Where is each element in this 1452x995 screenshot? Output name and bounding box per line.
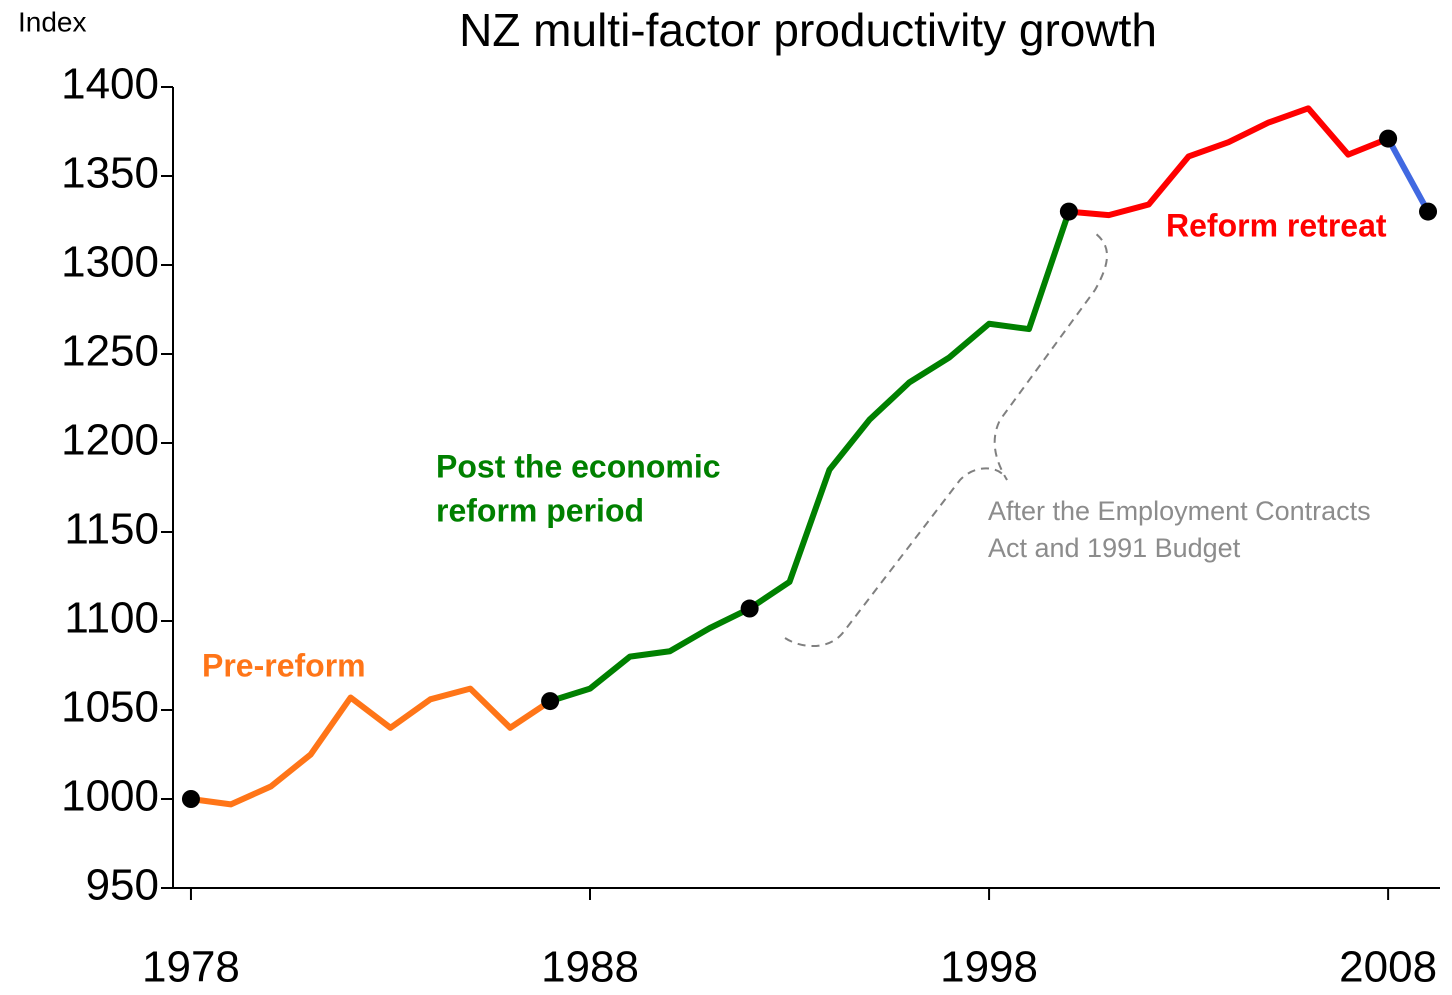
y-tick-label: 1300 [61, 238, 159, 287]
x-tick-label: 1998 [940, 943, 1038, 992]
y-tick-label: 1100 [64, 594, 159, 643]
annotation: Reform retreat [1166, 207, 1387, 243]
x-tick-label: 1978 [142, 943, 240, 992]
annotation-bracket [784, 232, 1108, 648]
annotation: reform period [436, 492, 644, 528]
line-series [549, 210, 1072, 704]
line-series [1385, 137, 1431, 214]
annotation: Post the economic [436, 448, 721, 484]
point-marker [740, 599, 759, 618]
y-tick-label: 1350 [61, 149, 159, 198]
y-tick-label: 1050 [61, 683, 159, 732]
point-marker [1059, 202, 1078, 221]
annotation: After the Employment Contracts [988, 496, 1371, 526]
y-tick-label: 1200 [61, 416, 159, 465]
y-tick-label: 1150 [64, 505, 159, 554]
y-tick-label: 1250 [61, 327, 159, 376]
x-tick-label: 1988 [541, 943, 639, 992]
x-tick-label: 2008 [1339, 943, 1437, 992]
annotation: Pre-reform [202, 647, 366, 683]
y-tick-label: 1000 [61, 772, 159, 821]
y-tick-label: 1400 [61, 60, 159, 109]
point-marker [541, 692, 560, 711]
y-axis-label: Index [18, 6, 87, 37]
annotation: Act and 1991 Budget [988, 533, 1241, 563]
point-marker [1379, 129, 1398, 148]
chart-title: NZ multi-factor productivity growth [459, 4, 1157, 56]
point-marker [181, 790, 200, 808]
line-series [1068, 105, 1390, 219]
line-series [190, 685, 552, 808]
y-tick-label: 950 [86, 861, 159, 910]
point-marker [1419, 202, 1438, 221]
